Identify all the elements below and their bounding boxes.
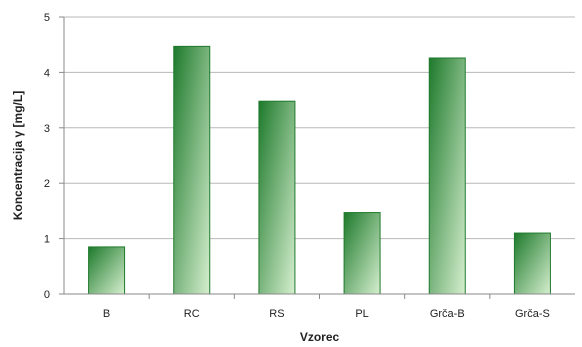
x-tick-label: Grča-S (515, 308, 550, 320)
bar-pl (343, 212, 381, 295)
y-axis-title: Koncentracija γ [mg/L] (11, 91, 25, 220)
y-tick-label: 0 (44, 289, 50, 301)
y-tick-label: 5 (44, 12, 50, 24)
bar-rs (258, 100, 296, 295)
x-tick-label: B (103, 308, 110, 320)
y-tick-label: 3 (44, 123, 50, 135)
bar-b (88, 246, 126, 295)
x-tick-labels: B RC RS PL Grča-B Grča-S (103, 308, 550, 320)
y-tick-label: 2 (44, 178, 50, 190)
axes (59, 16, 575, 299)
x-tick-label: PL (355, 308, 368, 320)
x-axis-title: Vzorec (300, 330, 340, 344)
y-tick-labels: 0 1 2 3 4 5 (44, 12, 50, 301)
bar-gr-a-s (513, 232, 551, 295)
bars (88, 45, 551, 295)
y-tick-label: 4 (44, 67, 50, 79)
bar-gr-a-b (428, 57, 466, 295)
gridlines (64, 16, 575, 240)
x-tick-label: Grča-B (430, 308, 465, 320)
x-tick-label: RC (184, 308, 200, 320)
y-tick-label: 1 (44, 234, 50, 246)
x-tick-label: RS (269, 308, 284, 320)
bar-rc (173, 45, 211, 295)
